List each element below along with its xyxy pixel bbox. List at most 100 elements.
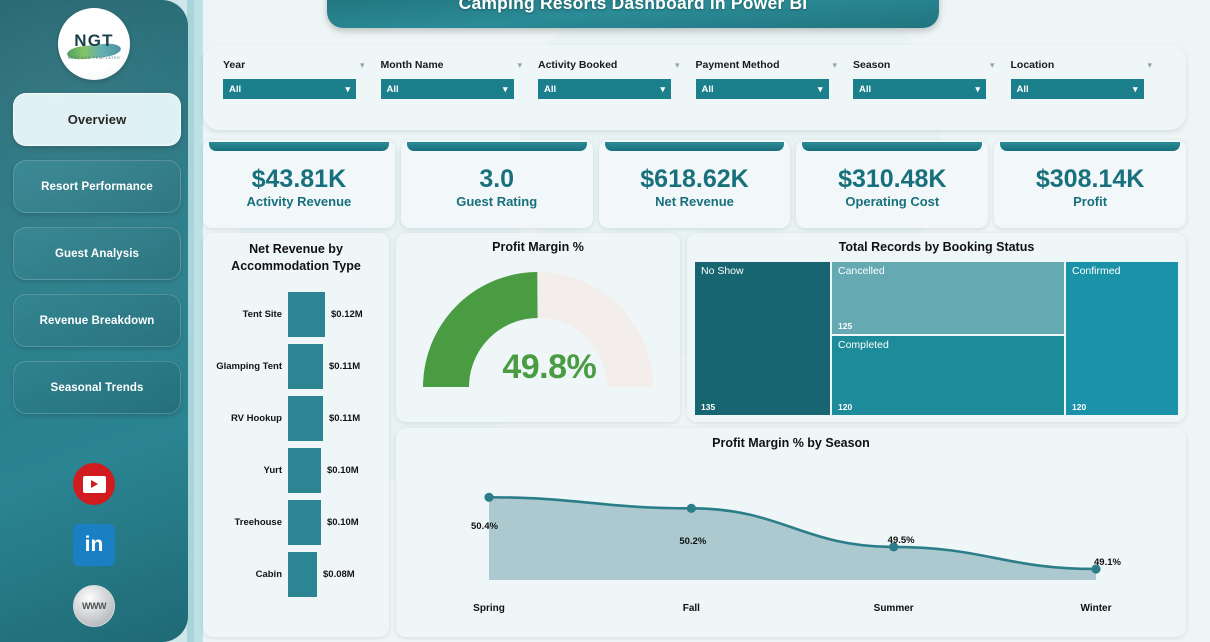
chart-profit-margin-gauge[interactable]: Profit Margin % 49.8% xyxy=(396,233,680,422)
slicer-label: Activity Booked xyxy=(538,59,618,71)
slicer-year: Year ▾ All ▾ xyxy=(223,59,381,99)
chevron-down-icon[interactable]: ▾ xyxy=(1147,59,1152,70)
bar-chart-body: Tent Site $0.12M Glamping Tent $0.11M RV Hoo… xyxy=(203,275,389,601)
kpi-value: $308.14K xyxy=(1035,164,1145,193)
treemap-tile-label: Confirmed xyxy=(1072,265,1121,277)
slicer-label: Payment Method xyxy=(695,59,780,71)
kpi-label: Guest Rating xyxy=(456,194,538,210)
chevron-down-icon[interactable]: ▾ xyxy=(517,59,522,70)
kpi-card-guest-rating[interactable]: 3.0 Guest Rating xyxy=(400,140,593,228)
treemap-tile-completed[interactable]: Completed 120 xyxy=(832,336,1064,415)
website-glyph: WWW xyxy=(82,601,106,611)
bar-row[interactable]: Treehouse $0.10M xyxy=(203,497,389,549)
chevron-down-icon[interactable]: ▾ xyxy=(359,59,365,70)
x-axis-tick-label: Summer xyxy=(873,603,914,614)
kpi-label: Net Revenue xyxy=(655,194,734,210)
youtube-icon[interactable] xyxy=(73,463,115,505)
bar-category-label: RV Hookup xyxy=(230,413,282,425)
slicer-value: All xyxy=(386,83,399,95)
linkedin-icon[interactable]: in xyxy=(73,524,115,566)
slicer-dropdown-month-name[interactable]: All ▾ xyxy=(380,79,514,99)
slicer-label: Location xyxy=(1010,59,1055,71)
website-icon[interactable]: WWW xyxy=(73,585,115,627)
slicer-label: Season xyxy=(853,59,891,71)
bar-row[interactable]: RV Hookup $0.11M xyxy=(203,393,389,445)
slicer-value: All xyxy=(229,83,242,95)
bar-value-label: $0.11M xyxy=(329,361,361,373)
bar-value-label: $0.08M xyxy=(323,569,355,581)
slicer-value: All xyxy=(701,83,714,95)
treemap-tile-value: 120 xyxy=(838,402,853,412)
chart-profit-margin-by-season[interactable]: Profit Margin % by Season 50.4% Spring 50.… xyxy=(396,428,1186,637)
slicer-month-name: Month Name ▾ All ▾ xyxy=(380,59,539,99)
area-chart-svg xyxy=(484,492,1101,580)
bar-rect xyxy=(288,552,317,598)
bar-value-label: $0.11M xyxy=(329,413,361,425)
treemap-tile-value: 125 xyxy=(838,321,853,331)
treemap-tile-confirmed[interactable]: Confirmed 120 xyxy=(1066,262,1178,415)
slicer-dropdown-payment-method[interactable]: All ▾ xyxy=(695,79,829,99)
chart-title: Total Records by Booking Status xyxy=(838,240,1035,254)
bar-category-label: Yurt xyxy=(263,465,282,477)
sidebar-item-label: Revenue Breakdown xyxy=(39,314,155,327)
slicer-dropdown-year[interactable]: All ▾ xyxy=(223,79,356,99)
sidebar-item-revenue-breakdown[interactable]: Revenue Breakdown xyxy=(13,294,181,347)
chevron-down-icon: ▾ xyxy=(660,83,665,94)
data-point[interactable] xyxy=(889,542,899,552)
treemap-tile-no-show[interactable]: No Show 135 xyxy=(695,262,830,415)
chart-title: Profit Margin % by Season xyxy=(712,436,870,450)
kpi-value: $310.48K xyxy=(838,164,947,193)
kpi-value: 3.0 xyxy=(479,164,515,193)
data-point-value-label: 50.4% xyxy=(471,521,498,533)
kpi-card-profit[interactable]: $308.14K Profit xyxy=(994,140,1186,228)
chevron-down-icon[interactable]: ▾ xyxy=(989,59,995,70)
sidebar-item-guest-analysis[interactable]: Guest Analysis xyxy=(13,227,181,280)
treemap-tile-label: No Show xyxy=(701,265,744,277)
chevron-down-icon[interactable]: ▾ xyxy=(832,59,837,70)
bar-rect xyxy=(288,344,323,390)
chevron-down-icon: ▾ xyxy=(502,83,508,94)
treemap-tile-label: Completed xyxy=(838,339,889,351)
kpi-card-activity-revenue[interactable]: $43.81K Activity Revenue xyxy=(203,140,395,228)
kpi-label: Activity Revenue xyxy=(246,194,352,210)
sidebar-item-label: Resort Performance xyxy=(41,180,153,193)
sidebar-item-resort-performance[interactable]: Resort Performance xyxy=(13,160,181,213)
data-point-value-label: 49.5% xyxy=(887,534,915,546)
logo-subtitle: NEXT AGE TEMPLATES xyxy=(67,56,121,60)
chevron-down-icon[interactable]: ▾ xyxy=(674,59,680,70)
kpi-card-net-revenue[interactable]: $618.62K Net Revenue xyxy=(598,140,791,228)
data-point[interactable] xyxy=(686,503,696,513)
sidebar-item-label: Guest Analysis xyxy=(54,247,140,260)
chevron-down-icon: ▾ xyxy=(1132,83,1138,94)
slicer-payment-method: Payment Method ▾ All ▾ xyxy=(695,59,854,99)
bar-row[interactable]: Yurt $0.10M xyxy=(203,445,389,497)
slicer-dropdown-activity-booked[interactable]: All ▾ xyxy=(538,79,671,99)
sidebar-item-overview[interactable]: Overview xyxy=(13,93,181,146)
gauge-value-label: 49.8% xyxy=(502,348,597,386)
data-point[interactable] xyxy=(1091,564,1101,574)
slicer-dropdown-location[interactable]: All ▾ xyxy=(1010,79,1144,99)
sidebar-item-label: Seasonal Trends xyxy=(50,381,144,394)
treemap-tile-cancelled[interactable]: Cancelled 125 xyxy=(832,262,1064,334)
chart-title: Net Revenue by Accommodation Type xyxy=(231,242,361,273)
bar-row[interactable]: Tent Site $0.12M xyxy=(203,289,389,341)
area-fill xyxy=(489,497,1096,580)
data-point-value-label: 49.1% xyxy=(1094,556,1121,568)
chevron-down-icon: ▾ xyxy=(345,83,350,94)
bar-category-label: Cabin xyxy=(255,569,282,581)
sidebar-item-seasonal-trends[interactable]: Seasonal Trends xyxy=(13,361,181,414)
kpi-card-operating-cost[interactable]: $310.48K Operating Cost xyxy=(796,140,989,228)
filter-bar: Year ▾ All ▾ Month Name ▾ All ▾ Activity… xyxy=(203,45,1186,130)
slicer-value: All xyxy=(1016,83,1029,95)
kpi-label: Profit xyxy=(1073,194,1108,210)
bar-row[interactable]: Cabin $0.08M xyxy=(203,549,389,601)
slicer-dropdown-season[interactable]: All ▾ xyxy=(853,79,986,99)
chart-total-records-by-booking-status[interactable]: Total Records by Booking Status No Show … xyxy=(687,233,1186,422)
chart-title: Profit Margin % xyxy=(492,240,584,254)
area-line xyxy=(488,495,1097,571)
data-point[interactable] xyxy=(484,492,494,502)
chart-net-revenue-by-accommodation-type[interactable]: Net Revenue by Accommodation Type Tent S… xyxy=(203,233,389,637)
slicer-value: All xyxy=(544,83,557,95)
logo-mark: NGT xyxy=(74,31,114,50)
bar-row[interactable]: Glamping Tent $0.11M xyxy=(203,341,389,393)
